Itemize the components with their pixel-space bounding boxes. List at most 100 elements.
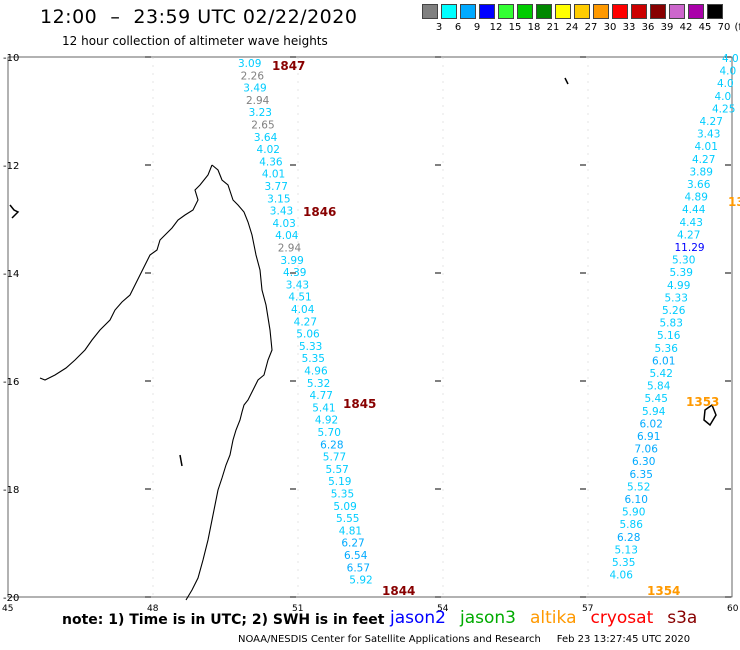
- lon-tick-label: 51: [292, 604, 303, 614]
- wave-height-value: 6.57: [347, 562, 370, 574]
- wave-height-value: 4.43: [680, 217, 703, 229]
- scale-swatch: [555, 4, 571, 19]
- wave-height-value: 5.09: [333, 501, 356, 513]
- footer-note: note: 1) Time is in UTC; 2) SWH is in fe…: [62, 612, 385, 628]
- scale-swatch: [536, 4, 552, 19]
- wave-height-value: 5.86: [620, 519, 644, 531]
- scale-swatch: [460, 4, 476, 19]
- wave-height-value: 4.04: [291, 304, 315, 316]
- wave-height-value: 5.90: [622, 507, 645, 519]
- scale-label: 18: [527, 22, 541, 33]
- wave-height-value: 4.27: [677, 229, 700, 241]
- scale-swatch: [517, 4, 533, 19]
- wave-height-value: 5.41: [312, 402, 335, 414]
- wave-height-value: 3.43: [286, 279, 309, 291]
- wave-height-value: 5.83: [660, 318, 683, 330]
- wave-height-value: 5.35: [331, 489, 354, 501]
- wave-height-value: 6.30: [632, 456, 655, 468]
- altimeter-tracks: 3.092.263.492.943.232.653.644.024.364.01…: [238, 53, 740, 598]
- wave-height-value: 4.27: [692, 154, 715, 166]
- wave-height-value: 4.02: [257, 144, 280, 156]
- wave-height-value: 4.99: [667, 280, 690, 292]
- wave-height-value: 5.19: [328, 476, 351, 488]
- wave-height-value: 3.89: [690, 166, 713, 178]
- wave-height-value: 3.49: [243, 83, 266, 95]
- scale-swatch: [593, 4, 609, 19]
- scale-label: 6: [454, 22, 462, 33]
- wave-height-value: 4.0: [722, 53, 739, 65]
- scale-swatch: [650, 4, 666, 19]
- wave-height-value: 6.01: [652, 355, 675, 367]
- credit-line: NOAA/NESDIS Center for Satellite Applica…: [238, 634, 691, 645]
- wave-height-value: 4.89: [685, 192, 708, 204]
- scale-label: 24: [565, 22, 579, 33]
- pass-time-label: 1847: [272, 59, 305, 73]
- wave-height-value: 4.92: [315, 415, 338, 427]
- wave-height-value: 5.35: [612, 557, 635, 569]
- mission-legend: jason2 jason3 altika cryosat s3a: [390, 608, 711, 628]
- scale-swatch: [574, 4, 590, 19]
- map-frame: [7, 56, 733, 598]
- lon-tick-label: 45: [2, 604, 13, 614]
- scale-label: 9: [473, 22, 481, 33]
- wave-height-value: 5.55: [336, 513, 359, 525]
- wave-height-value: 4.0: [717, 78, 734, 90]
- scale-swatch: [707, 4, 723, 19]
- wave-height-value: 5.94: [642, 406, 666, 418]
- scale-label: 15: [508, 22, 522, 33]
- islet: [564, 77, 569, 85]
- scale-label: 3: [435, 22, 443, 33]
- mission-jason2: jason2: [390, 608, 446, 628]
- wave-height-value: 4.0: [715, 91, 732, 103]
- pass-time-label: 13: [728, 195, 740, 209]
- wave-height-value: 4.81: [339, 525, 362, 537]
- madagascar-coastline: [185, 164, 273, 601]
- wave-height-value: 2.65: [251, 120, 274, 132]
- wave-height-value: 6.28: [320, 439, 343, 451]
- scale-label: 27: [584, 22, 598, 33]
- pass-time-label: 1845: [343, 397, 376, 411]
- scale-label: 12: [489, 22, 503, 33]
- wave-height-value: 6.10: [625, 494, 648, 506]
- wave-height-value: 4.25: [712, 103, 735, 115]
- wave-height-value: 6.91: [637, 431, 660, 443]
- wave-height-value: 4.27: [700, 116, 723, 128]
- wave-height-value: 6.28: [617, 532, 640, 544]
- scale-swatch: [479, 4, 495, 19]
- wave-height-value: 5.33: [299, 341, 322, 353]
- wave-height-value: 5.35: [302, 353, 325, 365]
- scale-swatch: [441, 4, 457, 19]
- islet: [703, 403, 717, 427]
- wave-height-value: 5.57: [325, 464, 348, 476]
- lon-tick-label: 54: [437, 604, 449, 614]
- wave-height-value: 5.16: [657, 330, 681, 342]
- wave-height-value: 2.94: [278, 243, 302, 255]
- lat-tick-label: -18: [3, 485, 19, 496]
- wave-height-value: 4.04: [275, 230, 299, 242]
- wave-height-value: 6.54: [344, 550, 368, 562]
- scale-label: 39: [660, 22, 674, 33]
- lat-tick-label: -10: [3, 53, 19, 64]
- scale-label: (ft): [734, 22, 740, 33]
- wave-height-value: 5.39: [670, 267, 693, 279]
- wave-height-value: 5.70: [318, 427, 341, 439]
- mission-jason3: jason3: [460, 608, 516, 628]
- islet: [9, 204, 20, 219]
- lon-tick-label: 48: [147, 604, 159, 614]
- scale-swatch: [498, 4, 514, 19]
- wave-height-value: 5.52: [627, 481, 650, 493]
- wave-height-value: 5.84: [647, 381, 671, 393]
- wave-height-value: 6.35: [630, 469, 653, 481]
- chart-subtitle: 12 hour collection of altimeter wave hei…: [62, 34, 328, 48]
- wave-height-value: 2.94: [246, 95, 270, 107]
- wave-height-value: 5.32: [307, 378, 330, 390]
- scale-swatch: [422, 4, 438, 19]
- wave-height-value: 4.44: [682, 204, 706, 216]
- scale-label: 42: [679, 22, 693, 33]
- scale-label: 33: [622, 22, 636, 33]
- wave-height-value: 3.77: [265, 181, 288, 193]
- wave-height-value: 5.30: [672, 255, 695, 267]
- wave-height-value: 5.36: [655, 343, 679, 355]
- lat-tick-label: -14: [3, 269, 19, 280]
- mission-s3a: s3a: [667, 608, 698, 628]
